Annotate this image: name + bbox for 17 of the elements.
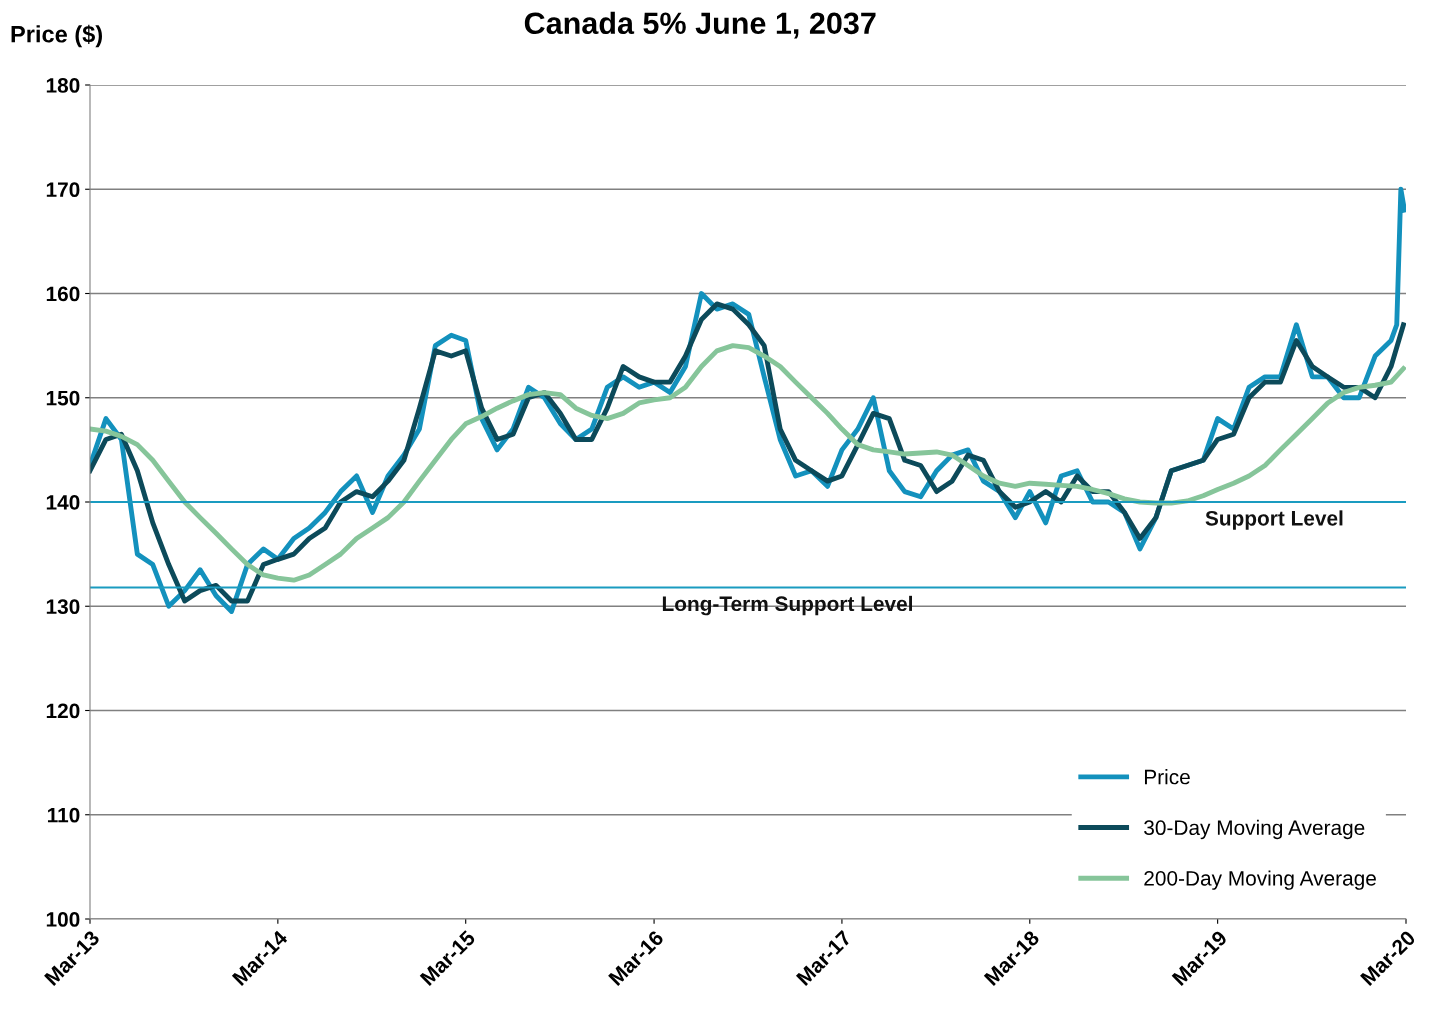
y-axis-title: Price ($) bbox=[11, 24, 102, 48]
chart-title: Canada 5% June 1, 2037 bbox=[524, 11, 876, 39]
ref-line-label: Long-Term Support Level bbox=[662, 595, 912, 616]
y-tick-label: 100 bbox=[46, 912, 80, 927]
legend-label: 30-Day Moving Average bbox=[1144, 819, 1365, 840]
y-tick-label: 170 bbox=[46, 182, 80, 197]
legend-label: Price bbox=[1144, 769, 1190, 785]
y-tick-label: 140 bbox=[46, 495, 80, 510]
y-tick-label: 160 bbox=[46, 286, 80, 302]
y-tick-label: 130 bbox=[46, 599, 80, 615]
ref-line-label: Support Level bbox=[1205, 510, 1343, 530]
legend-label: 200-Day Moving Average bbox=[1144, 870, 1376, 890]
y-tick-label: 180 bbox=[46, 78, 80, 93]
line-series bbox=[90, 343, 1406, 583]
y-tick-label: 150 bbox=[46, 390, 80, 406]
y-tick-label: 120 bbox=[46, 703, 80, 719]
y-tick-label: 110 bbox=[47, 807, 80, 823]
